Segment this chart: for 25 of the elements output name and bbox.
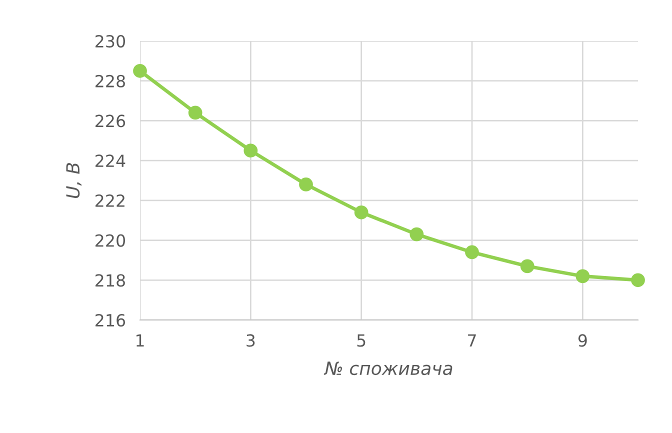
x-tick-label: 5	[357, 334, 366, 347]
x-tick-label: 7	[468, 334, 476, 347]
point	[354, 205, 368, 220]
point	[133, 64, 147, 78]
point	[299, 178, 313, 192]
point	[465, 245, 479, 260]
y-tick-label: 228	[96, 74, 125, 88]
point	[631, 273, 645, 288]
y-axis-title: U, B	[66, 163, 82, 198]
y-tick-label: 222	[96, 194, 124, 207]
y-tick-label: 216	[96, 314, 126, 327]
x-axis-title: № споживача	[324, 362, 452, 376]
x-tick-label: 3	[246, 334, 255, 347]
x-tick-label: 9	[578, 334, 587, 347]
point	[188, 106, 202, 120]
x-tick-label: 1	[136, 334, 144, 347]
point	[520, 259, 534, 274]
y-tick-label: 220	[96, 234, 126, 247]
point	[576, 269, 590, 284]
y-tick-label: 230	[96, 34, 126, 48]
y-tick-label: 224	[96, 154, 126, 167]
point	[244, 144, 258, 158]
y-tick-label: 226	[96, 114, 126, 128]
point	[410, 227, 424, 242]
y-tick-label: 218	[96, 274, 125, 287]
